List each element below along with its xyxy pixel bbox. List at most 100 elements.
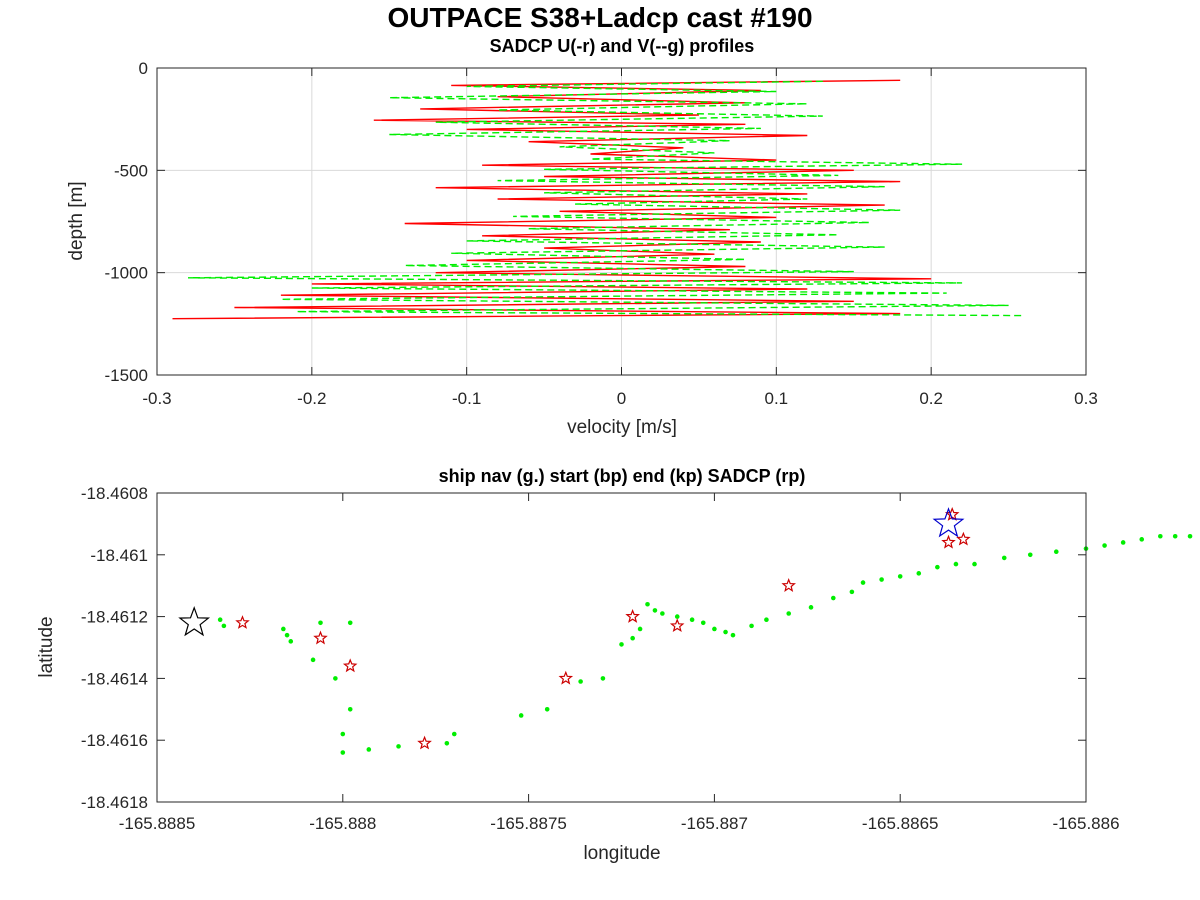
ship-nav-point [700, 620, 706, 626]
ship-nav-point [284, 632, 290, 638]
ship-nav-point [749, 623, 754, 629]
profile-x-tick-label: -0.2 [297, 389, 326, 408]
ship-nav-point [764, 617, 769, 622]
nav-y-tick-label: -18.4614 [81, 669, 148, 688]
ship-nav-point [953, 561, 959, 567]
profile-panel: SADCP U(-r) and V(--g) profiles -0.3 -0.2… [66, 36, 1098, 438]
nav-x-tick-label: -165.888 [309, 814, 376, 833]
ship-nav-point [1172, 533, 1178, 539]
ship-nav-point [972, 561, 977, 567]
profile-y-tick-label: -1500 [105, 366, 148, 385]
nav-x-axis-label: longitude [583, 843, 660, 864]
profile-ticks: -0.3 -0.2 -0.1 0 0.1 0.2 0.3 0 -500 -1000 -1500 [105, 59, 1098, 408]
sadcp-point [417, 735, 432, 750]
ship-nav-point [786, 611, 792, 616]
sadcp-point [956, 531, 971, 546]
profile-x-tick-label: -0.1 [452, 389, 481, 408]
sadcp-point [941, 534, 956, 549]
profile-x-axis-label: velocity [m/s] [567, 417, 677, 438]
nav-x-tick-label: -165.886 [1052, 814, 1119, 833]
ship-nav-point [689, 617, 695, 622]
nav-y-tick-label: -18.4608 [81, 484, 148, 503]
ship-nav-point [652, 608, 658, 613]
ship-nav-point [831, 595, 836, 601]
sadcp-point [558, 670, 574, 685]
nav-y-tick-label: -18.4618 [81, 793, 148, 812]
profile-lines [172, 79, 1025, 320]
ship-nav-point [444, 740, 450, 746]
ship-nav-point [1120, 540, 1126, 545]
ship-nav-point [897, 574, 903, 579]
profile-y-tick-label: 0 [139, 59, 148, 78]
ship-nav-point [451, 731, 457, 737]
ship-nav-point [366, 747, 372, 752]
ship-nav-point [935, 564, 940, 570]
sadcp-point [781, 578, 796, 592]
ship-nav-point [281, 626, 286, 632]
profile-y-tick-label: -1000 [105, 264, 148, 283]
nav-x-tick-label: -165.8875 [490, 814, 567, 833]
ship-nav-point [1187, 533, 1193, 539]
ship-nav-point [1139, 537, 1145, 542]
ship-nav-point [1102, 543, 1107, 548]
sadcp-point [342, 658, 358, 673]
profile-panel-title: SADCP U(-r) and V(--g) profiles [490, 36, 755, 56]
ship-nav-point [347, 707, 353, 712]
profile-series-v [187, 80, 1025, 317]
ship-nav-point [396, 744, 401, 749]
profile-x-tick-label: 0.1 [765, 389, 789, 408]
nav-panel: ship nav (g.) start (bp) end (kp) SADCP … [36, 466, 1193, 864]
nav-y-tick-label: -18.4612 [81, 608, 148, 627]
ship-nav-point [1158, 533, 1163, 539]
ship-nav-point [630, 635, 635, 641]
ship-nav-point [544, 707, 550, 712]
nav-y-tick-label: -18.4616 [81, 731, 148, 750]
profile-series-u [172, 79, 932, 320]
ship-nav-point [637, 626, 643, 632]
ship-nav-point [1053, 549, 1059, 555]
nav-y-tick-label: -18.461 [90, 546, 148, 565]
ship-nav-point [518, 713, 524, 718]
profile-x-tick-label: -0.3 [142, 389, 171, 408]
sadcp-point [313, 630, 328, 645]
ship-nav-point [340, 750, 346, 755]
end-marker [932, 507, 965, 538]
ship-nav-point [674, 614, 680, 619]
ship-nav-point [221, 623, 227, 629]
ship-nav-point [217, 617, 223, 622]
ship-nav-point [1027, 552, 1033, 558]
ship-nav-point [860, 580, 866, 585]
ship-nav-point [619, 642, 624, 647]
ship-nav-point [879, 577, 884, 582]
ship-nav-point [578, 679, 583, 684]
ship-nav-point [730, 632, 736, 638]
ship-nav-point [318, 620, 323, 626]
nav-x-tick-label: -165.8885 [119, 814, 196, 833]
ship-nav-point [288, 639, 294, 644]
ship-nav-point [600, 676, 606, 681]
profile-y-axis-label: depth [m] [66, 181, 87, 260]
ship-nav-point [660, 611, 665, 616]
profile-x-tick-label: 0 [617, 389, 626, 408]
nav-y-axis-label: latitude [36, 616, 57, 677]
nav-points [178, 506, 1193, 755]
nav-axes-frame [156, 492, 1087, 803]
profile-y-tick-label: -500 [114, 161, 148, 180]
nav-x-tick-label: -165.8865 [862, 814, 939, 833]
ship-nav-point [645, 601, 650, 607]
ship-nav-point [347, 620, 353, 626]
profile-x-tick-label: 0.2 [919, 389, 943, 408]
nav-x-tick-label: -165.887 [681, 814, 748, 833]
ship-nav-point [310, 657, 316, 663]
figure-title: OUTPACE S38+Ladcp cast #190 [387, 2, 812, 33]
ship-nav-point [723, 629, 728, 635]
ship-nav-point [1001, 555, 1007, 561]
ship-nav-point [340, 731, 346, 737]
ship-nav-point [712, 626, 717, 632]
ship-nav-point [808, 605, 814, 610]
sadcp-point [235, 615, 250, 629]
sadcp-point [625, 608, 640, 623]
ship-nav-point [916, 571, 922, 576]
start-marker [178, 606, 211, 637]
